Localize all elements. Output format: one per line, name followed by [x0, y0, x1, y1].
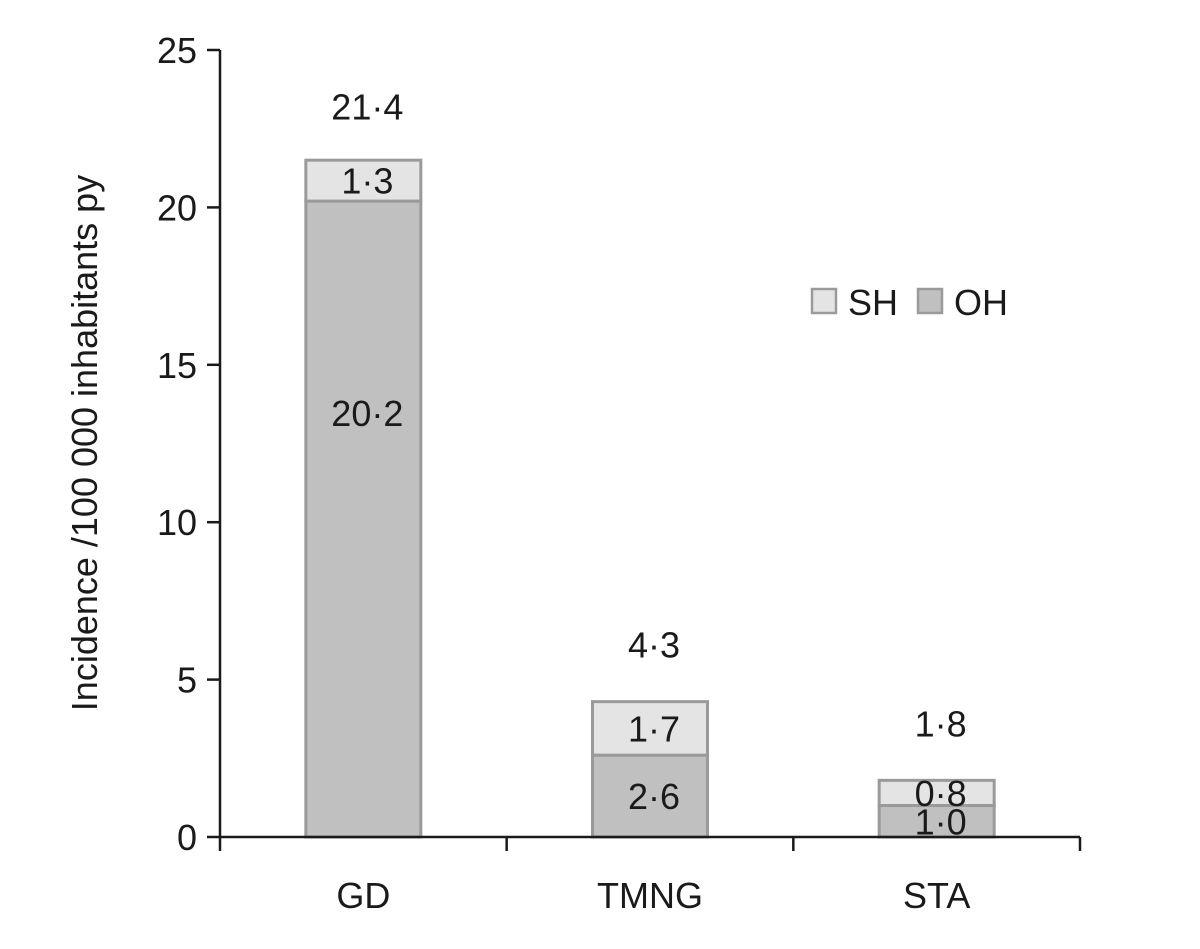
x-category-label: TMNG [597, 875, 703, 916]
y-axis: 0 5 10 15 20 25 [157, 30, 222, 858]
legend-label: OH [954, 282, 1008, 323]
legend-swatch [810, 287, 838, 315]
bar-group-gd: 20·2 1·3 21·4 [304, 86, 423, 839]
data-label-sh: 0·8 [915, 773, 967, 814]
legend: SH OH [810, 282, 1008, 323]
bar-segment-sh [591, 700, 709, 757]
y-tick-label: 10 [157, 502, 197, 543]
bar-segment-sh [304, 158, 423, 203]
bar-segment-oh [304, 199, 423, 839]
data-label-sh: 1·7 [628, 708, 680, 749]
data-label-oh: 20·2 [331, 393, 403, 434]
legend-item-sh: SH [810, 282, 898, 323]
bars: 20·2 1·3 21·4 2·6 1·7 4·3 1·00·8 1·8 [304, 86, 996, 842]
y-tick-label: 20 [157, 187, 197, 228]
y-axis-title: Incidence /100 000 inhabitants py [64, 175, 105, 711]
data-label-total: 1·8 [915, 703, 967, 744]
legend-swatch [916, 287, 944, 315]
bar-segment-sh [877, 778, 996, 808]
y-tick-label: 25 [157, 30, 197, 71]
data-label-oh: 2·6 [628, 776, 680, 817]
legend-item-oh: OH [916, 282, 1008, 323]
bar-group-tmng: 2·6 1·7 4·3 [591, 625, 709, 839]
data-label-sh: 1·3 [341, 161, 393, 202]
data-label-oh: 1·0 [915, 801, 967, 842]
legend-label: SH [848, 282, 898, 323]
x-category-label: GD [336, 875, 390, 916]
x-axis: GD TMNG STA [218, 835, 1082, 916]
bar-segment-oh [591, 753, 709, 839]
x-category-label: STA [903, 875, 970, 916]
bar-group-sta: 1·00·8 1·8 [877, 703, 996, 842]
data-label-total: 21·4 [331, 86, 403, 127]
data-label-total: 4·3 [628, 625, 680, 666]
y-tick-label: 5 [177, 660, 197, 701]
y-tick-label: 0 [177, 817, 197, 858]
y-tick-label: 15 [157, 345, 197, 386]
